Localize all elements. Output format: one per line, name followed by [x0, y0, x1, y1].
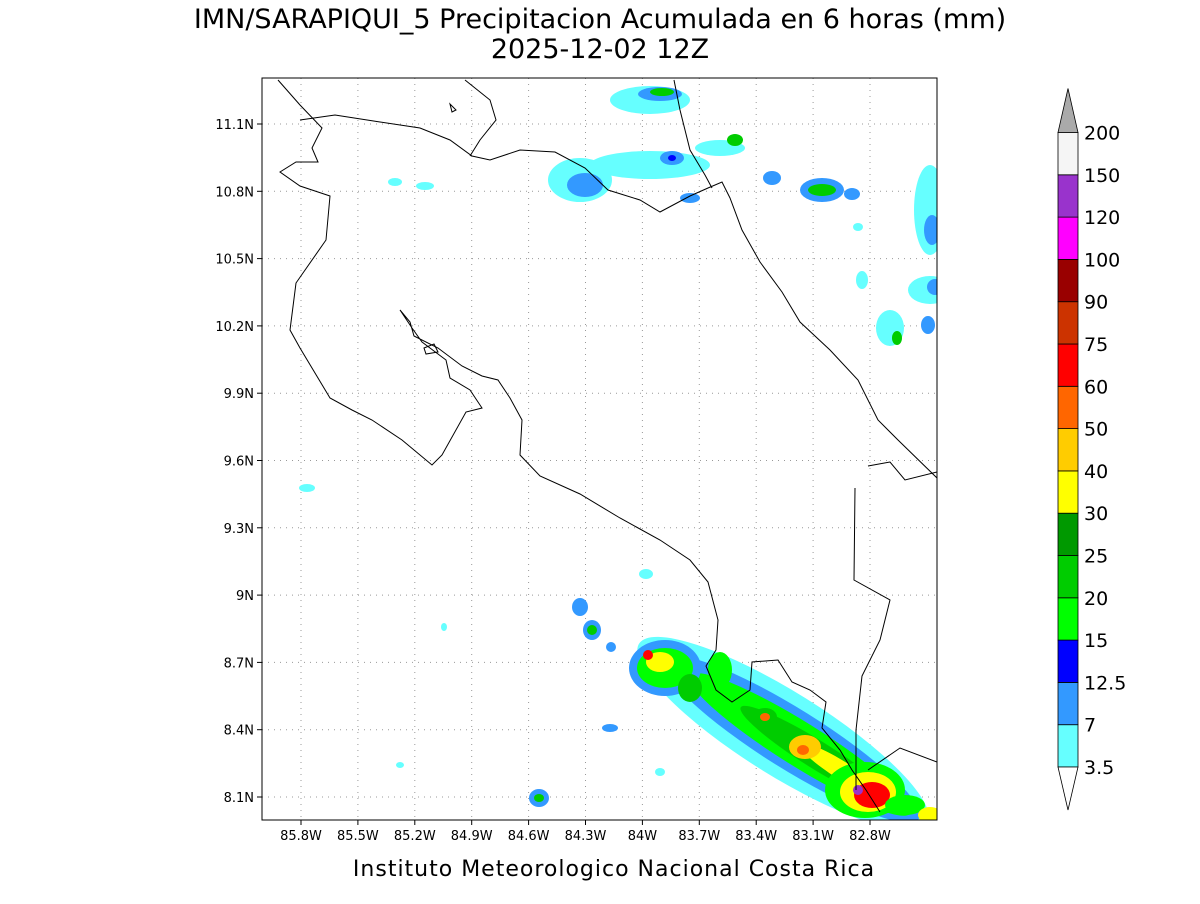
colorbar-label: 100	[1084, 249, 1120, 271]
colorbar-box	[1057, 385, 1079, 429]
colorbar-box	[1057, 512, 1079, 556]
colorbar-label: 15	[1084, 630, 1108, 652]
colorbar-label: 12.5	[1084, 672, 1126, 694]
lon-label: 83.1W	[792, 829, 834, 844]
lat-label: 9.3N	[224, 522, 254, 537]
colorbar-box	[1057, 216, 1079, 260]
lon-label: 83.4W	[735, 829, 777, 844]
colorbar: 3.5 7 12.5 15 20 25 30 40 50 60 75 90 100 120 150 200	[1057, 88, 1126, 811]
lon-label: 82.8W	[849, 829, 891, 844]
lat-label: 8.4N	[224, 724, 254, 739]
lon-label: 84W	[628, 829, 658, 844]
lat-label: 11.1N	[215, 118, 254, 133]
precipitation	[299, 86, 937, 820]
colorbar-label: 7	[1084, 715, 1096, 737]
colorbar-label: 75	[1084, 334, 1108, 356]
colorbar-label: 50	[1084, 419, 1108, 441]
colorbar-box	[1057, 258, 1079, 303]
lon-label: 84.6W	[508, 829, 550, 844]
colorbar-box	[1057, 639, 1079, 683]
colorbar-box	[1057, 682, 1079, 726]
colorbar-label: 200	[1084, 123, 1120, 145]
colorbar-box	[1057, 555, 1079, 599]
colorbar-label: 20	[1084, 588, 1108, 610]
colorbar-box	[1057, 132, 1079, 176]
lon-label: 83.7W	[678, 829, 720, 844]
lat-label: 9N	[236, 589, 254, 604]
colorbar-label: 25	[1084, 546, 1108, 568]
colorbar-box	[1057, 597, 1079, 641]
colorbar-label: 3.5	[1084, 757, 1114, 779]
colorbar-above	[1057, 88, 1079, 133]
colorbar-box	[1057, 470, 1079, 514]
colorbar-box	[1057, 343, 1079, 387]
colorbar-box	[1057, 724, 1079, 768]
lon-label: 85.8W	[280, 829, 322, 844]
subtitle: 2025-12-02 12Z	[491, 34, 709, 65]
colorbar-below	[1057, 766, 1079, 811]
lat-label: 10.8N	[215, 185, 254, 200]
coastlines	[277, 79, 937, 813]
lat-label: 9.6N	[224, 455, 254, 470]
lat-label: 8.1N	[224, 791, 254, 806]
colorbar-box	[1057, 428, 1079, 472]
colorbar-label: 30	[1084, 503, 1108, 525]
colorbar-label: 90	[1084, 292, 1108, 314]
title: IMN/SARAPIQUI_5 Precipitacion Acumulada …	[194, 4, 1006, 35]
lon-label: 85.2W	[394, 829, 436, 844]
colorbar-box	[1057, 174, 1079, 218]
colorbar-label: 120	[1084, 207, 1120, 229]
footer: Instituto Meteorologico Nacional Costa R…	[353, 857, 875, 882]
lon-label: 84.3W	[565, 829, 607, 844]
colorbar-label: 60	[1084, 376, 1108, 398]
lat-label: 10.2N	[215, 320, 254, 335]
map-frame	[261, 77, 938, 821]
lat-label: 8.7N	[224, 656, 254, 671]
lat-label: 10.5N	[215, 253, 254, 268]
colorbar-label: 40	[1084, 461, 1108, 483]
lon-label: 84.9W	[451, 829, 493, 844]
colorbar-box	[1057, 301, 1079, 345]
lon-label: 85.5W	[337, 829, 379, 844]
colorbar-label: 150	[1084, 165, 1120, 187]
lat-label: 9.9N	[224, 387, 254, 402]
